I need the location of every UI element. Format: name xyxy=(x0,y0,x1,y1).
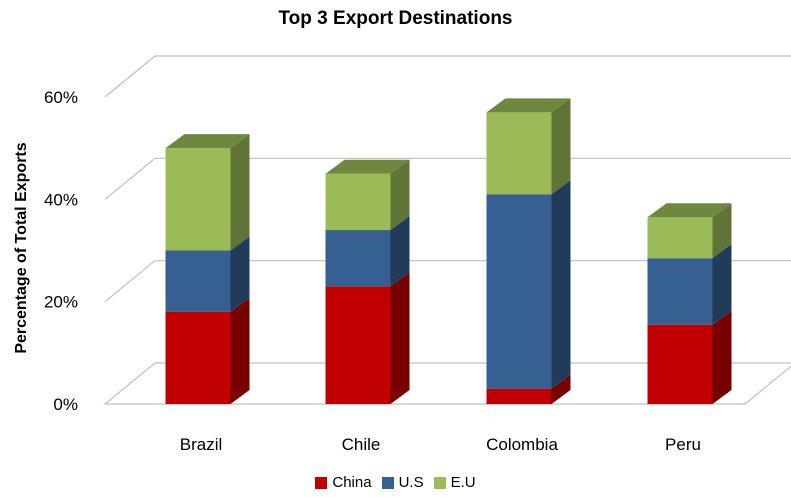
x-tick-label: Chile xyxy=(342,435,381,454)
bar xyxy=(647,217,713,259)
bar-side xyxy=(712,203,732,259)
legend-label-us: U.S xyxy=(398,474,424,491)
bar-top xyxy=(647,203,732,218)
bar-top xyxy=(486,98,571,113)
chart-plot: 0% 20% 40% 60% Brazil Chile Colombia Peru xyxy=(44,55,791,454)
bar-side xyxy=(230,297,250,404)
bar xyxy=(165,148,231,251)
y-tick-label: 20% xyxy=(44,293,78,312)
bar-side xyxy=(551,374,571,404)
x-tick-label: Peru xyxy=(665,435,701,454)
bar-side xyxy=(390,272,410,404)
y-tick-label: 40% xyxy=(44,190,78,209)
legend: China U.S E.U xyxy=(0,474,791,491)
bar xyxy=(325,173,391,231)
x-tick-label: Brazil xyxy=(180,435,223,454)
bar-top xyxy=(325,159,410,174)
bar-side xyxy=(230,236,250,312)
bar xyxy=(486,112,552,195)
y-tick-label: 0% xyxy=(53,395,78,414)
bar-side xyxy=(390,216,410,287)
chart-title: Top 3 Export Destinations xyxy=(278,8,513,29)
gridline xyxy=(104,55,791,98)
gridline xyxy=(104,157,791,200)
legend-item-china: China xyxy=(315,474,372,491)
bar xyxy=(165,311,231,404)
bar-side xyxy=(712,310,732,404)
gridline xyxy=(104,260,791,303)
legend-item-eu: E.U xyxy=(433,474,476,491)
bar-side xyxy=(712,244,732,325)
bar xyxy=(647,258,713,325)
legend-swatch-china xyxy=(315,476,328,489)
bar xyxy=(325,230,391,287)
legend-item-us: U.S xyxy=(381,474,424,491)
legend-label-eu: E.U xyxy=(450,474,476,491)
bar xyxy=(647,324,713,404)
bar-side xyxy=(390,159,410,231)
bar xyxy=(165,250,231,312)
legend-swatch-us xyxy=(381,476,394,489)
bar xyxy=(325,286,391,404)
legend-swatch-eu xyxy=(433,476,446,489)
x-tick-label: Colombia xyxy=(486,435,558,454)
bar-top xyxy=(165,134,250,149)
bar-side xyxy=(551,98,571,195)
bar xyxy=(486,194,552,389)
y-tick-label: 60% xyxy=(44,88,78,107)
legend-label-china: China xyxy=(332,474,372,491)
bar xyxy=(486,388,552,404)
bar-side xyxy=(551,180,571,389)
bar-side xyxy=(230,134,250,251)
